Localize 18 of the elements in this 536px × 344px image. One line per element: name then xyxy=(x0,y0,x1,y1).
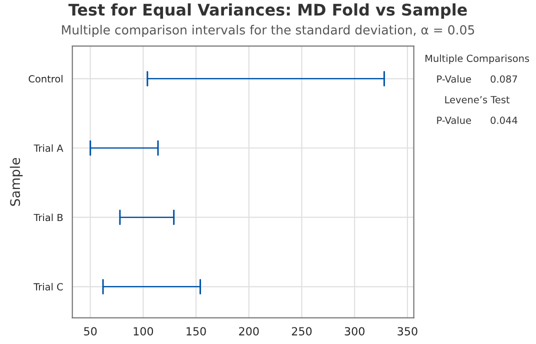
chart-subtitle: Multiple comparison intervals for the standard deviation, α = 0.05 xyxy=(62,24,474,37)
y-tick-label: Trial B xyxy=(34,214,63,222)
x-tick-label: 350 xyxy=(398,327,418,336)
text: Levene’s Test xyxy=(445,96,510,104)
chart-title: Test for Equal Variances: MD Fold vs Sample xyxy=(68,3,467,19)
text: P-Value 0.044 xyxy=(437,116,518,124)
text: Multiple Comparisons xyxy=(426,54,530,64)
x-tick-label: 250 xyxy=(292,327,312,336)
x-tick-label: 300 xyxy=(344,327,364,336)
y-tick-label: Trial A xyxy=(34,144,64,152)
y-tick-label: Trial C xyxy=(34,282,63,290)
x-tick-label: 50 xyxy=(84,327,97,336)
y-axis-title: Sample xyxy=(10,158,23,206)
text: P-Value 0.087 xyxy=(437,75,518,83)
y-tick-label: Control xyxy=(28,74,62,83)
x-tick-label: 100 xyxy=(134,327,154,336)
x-tick-label: 150 xyxy=(186,327,206,336)
x-tick-label: 200 xyxy=(239,327,259,336)
